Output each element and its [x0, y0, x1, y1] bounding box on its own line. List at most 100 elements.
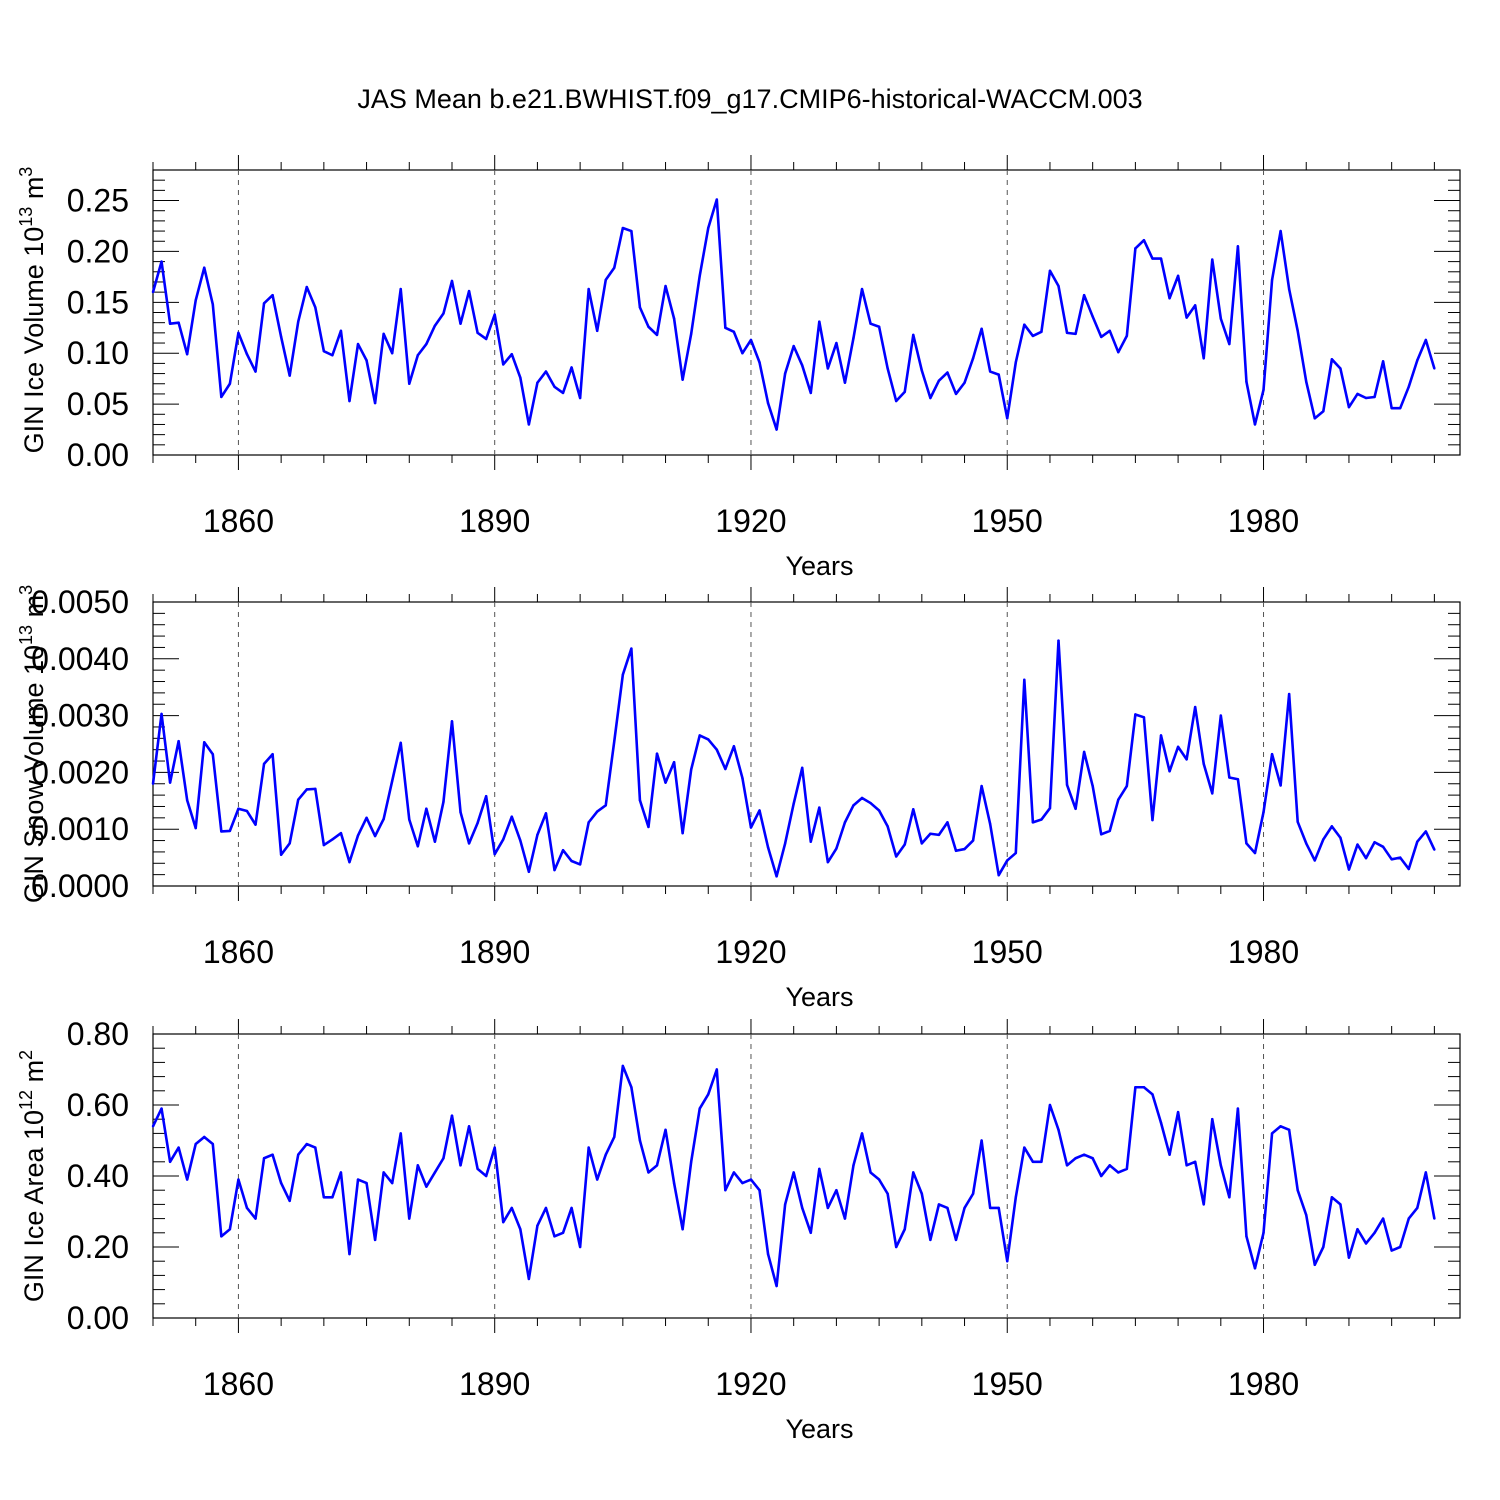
data-point — [297, 320, 300, 323]
x-axis-title: Years — [785, 551, 853, 581]
data-point — [604, 278, 607, 282]
data-point — [1134, 1086, 1137, 1089]
data-point — [903, 843, 906, 846]
data-point — [1117, 798, 1120, 801]
data-point — [980, 784, 983, 788]
data-point — [1262, 388, 1265, 392]
data-point — [894, 399, 898, 403]
data-point — [1185, 316, 1188, 319]
data-point — [997, 373, 1000, 376]
x-axis-title: Years — [785, 1414, 853, 1444]
data-point — [1330, 358, 1334, 361]
data-point — [749, 1178, 753, 1181]
figure-title: JAS Mean b.e21.BWHIST.f09_g17.CMIP6-hist… — [357, 84, 1142, 114]
data-point — [647, 325, 650, 328]
data-point — [672, 317, 676, 320]
y-tick-label: 0.0030 — [31, 698, 129, 734]
data-point — [1236, 245, 1240, 248]
data-point — [1373, 841, 1376, 844]
data-point — [758, 361, 761, 364]
data-point — [1253, 1267, 1257, 1270]
series-line — [151, 639, 1436, 878]
data-point — [553, 868, 556, 872]
data-point — [356, 1178, 360, 1181]
data-point — [630, 1086, 633, 1089]
data-point — [1253, 851, 1257, 855]
data-point — [1356, 843, 1359, 846]
data-point — [741, 352, 744, 355]
data-point — [741, 776, 744, 780]
data-point — [493, 1146, 496, 1149]
data-point — [544, 812, 548, 815]
data-point — [314, 787, 317, 791]
data-point — [228, 829, 232, 833]
data-point — [1339, 1203, 1342, 1206]
data-point — [220, 830, 223, 833]
data-point — [1057, 639, 1060, 642]
data-point — [1142, 716, 1146, 719]
data-point — [1006, 1260, 1009, 1263]
data-point — [1270, 753, 1274, 756]
data-point — [271, 753, 274, 756]
data-point — [1228, 776, 1231, 779]
data-point — [886, 367, 889, 370]
data-point — [869, 801, 872, 805]
data-point — [1245, 842, 1248, 845]
data-point — [954, 1238, 958, 1242]
data-point — [245, 1206, 249, 1210]
data-point — [544, 1206, 548, 1210]
data-point — [484, 337, 488, 341]
data-point — [578, 863, 582, 866]
data-point — [1322, 410, 1325, 413]
data-point — [194, 1142, 197, 1146]
data-point — [818, 806, 821, 809]
x-tick-label: 1920 — [715, 503, 786, 539]
data-point — [519, 376, 522, 379]
data-point — [672, 1181, 676, 1185]
data-point — [450, 1114, 454, 1117]
data-point — [1416, 1206, 1419, 1210]
data-point — [194, 299, 197, 302]
chart-panel-2: 1860 1890 1920 1950 1980 Years 0.0000 0.0010 0.0… — [16, 584, 1461, 1012]
data-point — [835, 341, 838, 345]
data-point — [254, 370, 257, 373]
data-point — [1100, 335, 1103, 339]
data-point — [262, 1157, 266, 1160]
data-point — [1211, 258, 1214, 261]
data-point — [954, 849, 958, 852]
data-point — [1048, 269, 1052, 272]
data-point — [382, 1171, 385, 1174]
data-point — [852, 1164, 855, 1167]
data-point — [732, 1171, 736, 1174]
data-point — [467, 1125, 471, 1128]
data-point — [1108, 1164, 1111, 1167]
data-point — [843, 381, 847, 384]
data-point — [1108, 829, 1111, 833]
data-point — [527, 1277, 531, 1281]
series-gin-ice-volume — [151, 198, 1436, 431]
data-point — [305, 788, 308, 791]
data-point — [1159, 1121, 1163, 1124]
data-point — [1347, 405, 1351, 409]
data-point — [894, 1245, 898, 1249]
data-point — [578, 396, 582, 400]
data-point — [237, 331, 240, 335]
data-point — [339, 329, 343, 333]
y-tick-label: 0.0010 — [31, 811, 129, 847]
data-point — [1313, 417, 1316, 420]
data-point — [1296, 820, 1299, 824]
data-point — [1065, 331, 1069, 335]
data-point — [792, 344, 795, 348]
data-point — [587, 287, 590, 291]
data-point — [1074, 1157, 1077, 1160]
data-point — [929, 396, 932, 400]
data-point — [442, 312, 445, 315]
data-point — [151, 290, 155, 294]
data-point — [681, 378, 684, 381]
data-point — [1347, 1256, 1351, 1259]
data-point — [826, 860, 830, 864]
data-point — [1347, 868, 1351, 871]
data-point — [963, 1206, 966, 1210]
data-point — [185, 1178, 189, 1181]
data-point — [912, 808, 915, 811]
